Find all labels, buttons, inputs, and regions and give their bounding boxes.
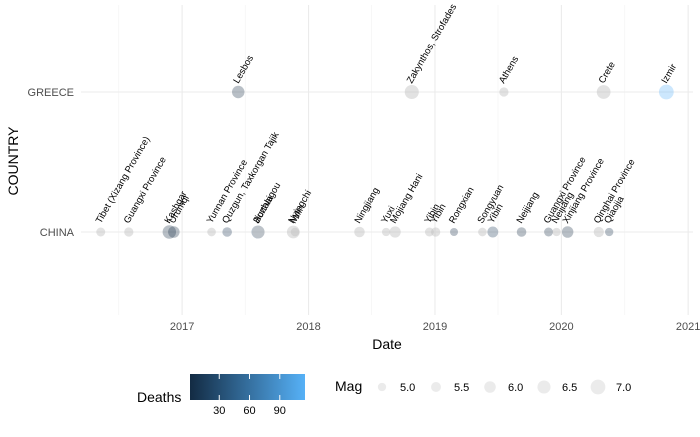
data-point bbox=[499, 87, 509, 97]
mag-legend-label: 6.0 bbox=[508, 382, 523, 394]
legend-deaths: Deaths 30 60 90 bbox=[137, 374, 305, 417]
data-point bbox=[290, 227, 300, 237]
data-point bbox=[552, 227, 561, 237]
data-point bbox=[544, 227, 554, 237]
mag-legend-label: 5.5 bbox=[454, 382, 469, 394]
mag-legend-key bbox=[431, 382, 441, 392]
legend-deaths-title: Deaths bbox=[137, 389, 181, 405]
x-tick-label: 2019 bbox=[423, 321, 447, 333]
data-point bbox=[431, 227, 441, 237]
colorbar-tick-label: 90 bbox=[274, 405, 286, 417]
mag-legend-label: 6.5 bbox=[562, 382, 577, 394]
y-axis-title: COUNTRY bbox=[5, 126, 21, 196]
legend-deaths-colorbar bbox=[190, 374, 305, 400]
data-point bbox=[207, 227, 216, 237]
data-point bbox=[124, 227, 134, 237]
data-point bbox=[487, 226, 499, 238]
data-point bbox=[478, 227, 487, 237]
data-point bbox=[596, 85, 611, 99]
data-point bbox=[222, 227, 232, 237]
x-axis-labels: 2017 2018 2019 2020 2021 bbox=[170, 321, 700, 333]
data-point bbox=[162, 225, 177, 239]
data-point bbox=[389, 226, 401, 238]
data-point bbox=[561, 226, 574, 238]
mag-legend-key bbox=[484, 381, 496, 393]
legend-deaths-ticks: 30 60 90 bbox=[213, 374, 286, 417]
data-point bbox=[424, 227, 434, 237]
legend-mag-items: 5.0 5.5 6.0 6.5 7.0 bbox=[377, 379, 631, 395]
data-point bbox=[593, 226, 604, 238]
mag-legend-label: 5.0 bbox=[400, 382, 415, 394]
mag-legend-label: 7.0 bbox=[616, 382, 631, 394]
data-point bbox=[168, 226, 180, 238]
x-tick-label: 2018 bbox=[296, 321, 320, 333]
data-point bbox=[286, 225, 300, 239]
data-point bbox=[354, 226, 365, 238]
data-point bbox=[605, 227, 614, 237]
x-tick-label: 2021 bbox=[676, 321, 700, 333]
data-point bbox=[516, 227, 527, 237]
mag-legend-key bbox=[377, 382, 387, 392]
mag-legend-key bbox=[590, 379, 606, 395]
y-tick-label: GREECE bbox=[28, 87, 74, 99]
colorbar-tick-label: 60 bbox=[243, 405, 255, 417]
x-axis-title: Date bbox=[372, 336, 402, 352]
data-point bbox=[252, 225, 265, 239]
colorbar-tick-label: 30 bbox=[213, 405, 225, 417]
mag-legend-key bbox=[537, 380, 551, 394]
data-point bbox=[232, 85, 245, 99]
data-point bbox=[381, 227, 391, 237]
y-axis-labels: CHINA GREECE bbox=[28, 87, 75, 239]
grid bbox=[81, 5, 693, 315]
data-point bbox=[450, 228, 459, 236]
data-point bbox=[251, 225, 265, 239]
x-tick-label: 2020 bbox=[549, 321, 573, 333]
data-point bbox=[658, 84, 674, 100]
plot-panel bbox=[81, 5, 693, 315]
legend-mag-title: Mag bbox=[335, 378, 362, 394]
data-point bbox=[96, 227, 106, 237]
x-tick-label: 2017 bbox=[170, 321, 194, 333]
data-points bbox=[96, 84, 674, 239]
y-tick-label: CHINA bbox=[40, 227, 75, 239]
legend-mag: Mag 5.0 5.5 6.0 6.5 7.0 bbox=[335, 378, 631, 395]
data-point bbox=[404, 84, 419, 100]
